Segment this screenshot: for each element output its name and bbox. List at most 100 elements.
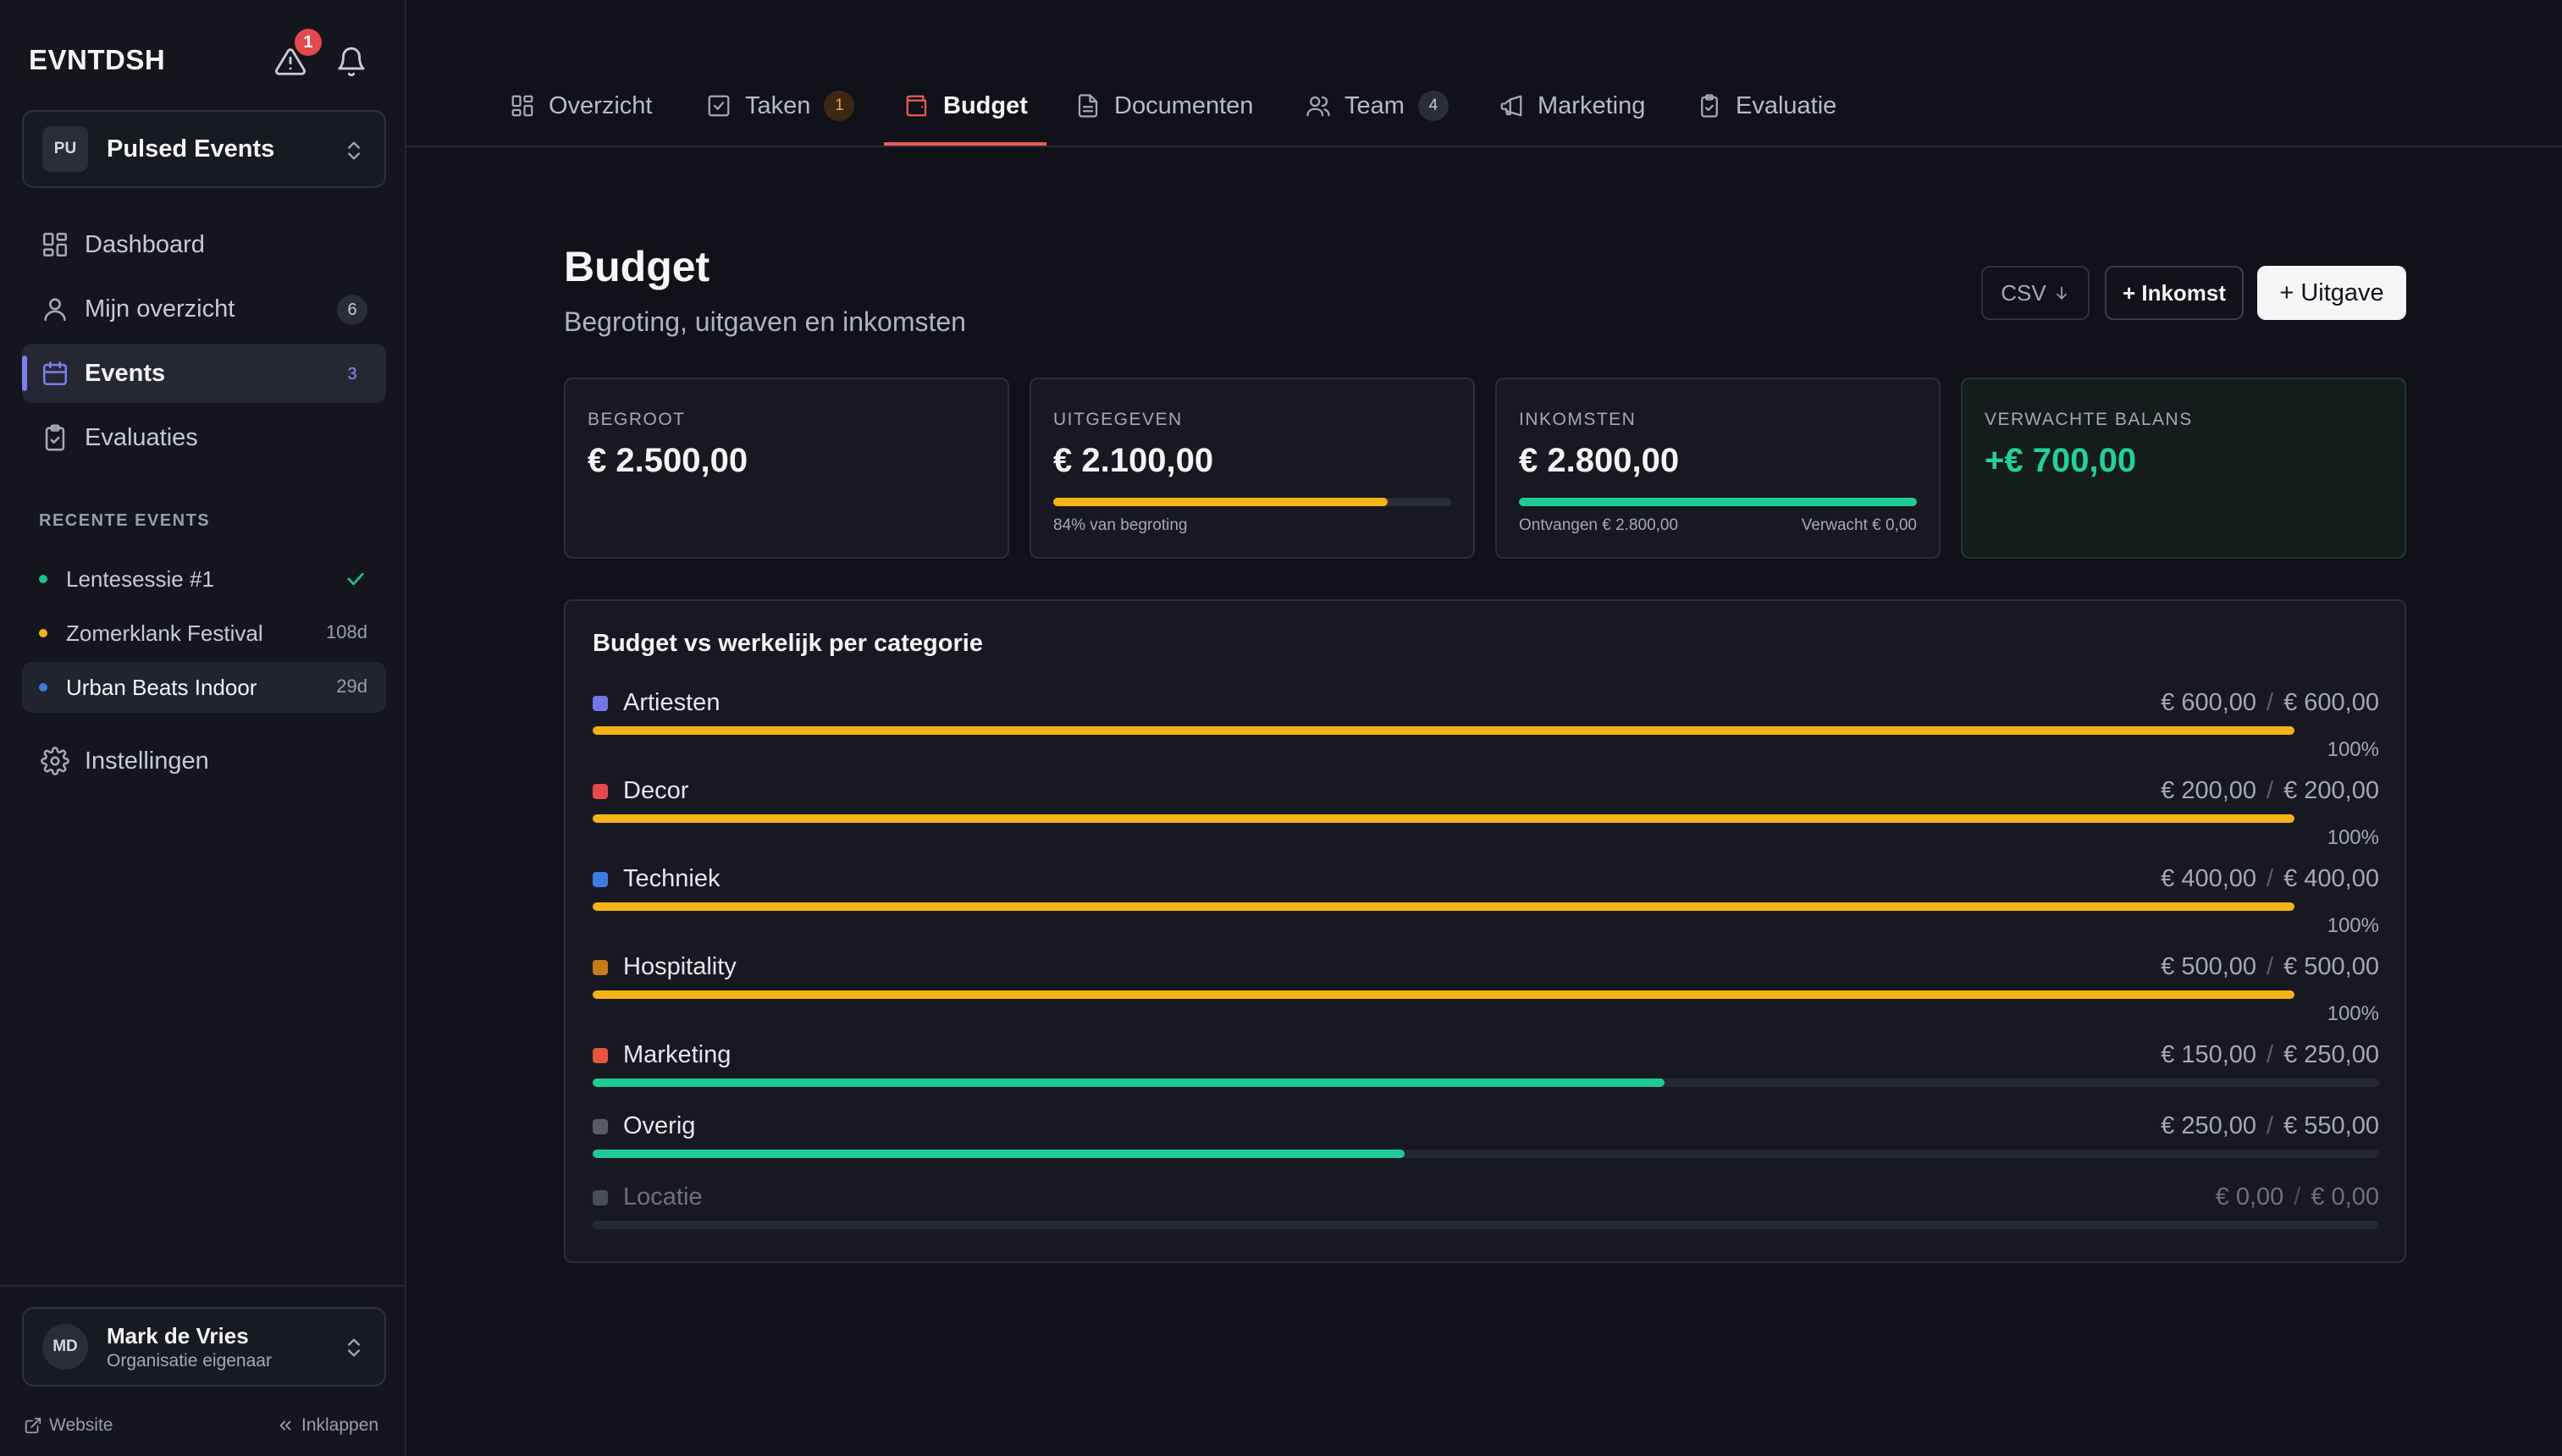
- megaphone-icon: [1500, 95, 1522, 117]
- category-percentage: 100%: [2327, 738, 2379, 761]
- clipboard-check-icon: [41, 423, 69, 452]
- chevrons-up-down-icon: [342, 137, 366, 164]
- user-icon: [41, 295, 69, 323]
- sidebar-item-my-overview[interactable]: Mijn overzicht 6: [22, 279, 386, 339]
- tab-evaluatie[interactable]: Evaluatie: [1697, 81, 1836, 130]
- bell-icon[interactable]: [335, 46, 367, 78]
- tab-label: Taken: [745, 91, 811, 119]
- csv-label: CSV: [2001, 279, 2046, 306]
- tab-budget[interactable]: Budget: [904, 81, 1028, 130]
- sidebar-item-settings[interactable]: Instellingen: [22, 731, 386, 791]
- recent-event-item[interactable]: Urban Beats Indoor 29d: [22, 662, 386, 713]
- collapse-label: Inklappen: [301, 1415, 379, 1435]
- category-name: Hospitality: [593, 953, 737, 981]
- stat-card-budgeted: BEGROOT € 2.500,00: [564, 378, 1009, 559]
- sidebar-item-dashboard[interactable]: Dashboard: [22, 215, 386, 274]
- category-color-dot: [593, 783, 608, 799]
- days-remaining: 108d: [326, 621, 367, 643]
- tab-label: Documenten: [1114, 91, 1254, 119]
- sidebar: EVNTDSH 1 PU Pulsed Events Dashboard Mij…: [0, 0, 406, 1456]
- category-progress-track: [593, 1221, 2379, 1229]
- category-amounts: € 400,00 / € 400,00: [2161, 865, 2379, 893]
- check-icon: [344, 567, 367, 591]
- sidebar-item-events[interactable]: Events 3: [22, 344, 386, 403]
- stat-value: € 2.100,00: [1053, 442, 1214, 479]
- category-progress-fill: [593, 1150, 1405, 1158]
- sidebar-item-label: Evaluaties: [85, 423, 198, 451]
- stat-label: BEGROOT: [588, 410, 686, 429]
- org-switcher[interactable]: PU Pulsed Events: [22, 110, 386, 188]
- stat-label: INKOMSTEN: [1519, 410, 1637, 429]
- panel-title: Budget vs werkelijk per categorie: [593, 630, 983, 657]
- arrow-down-icon: [2056, 286, 2067, 300]
- category-percentage: 100%: [2327, 826, 2379, 849]
- user-switcher[interactable]: MD Mark de Vries Organisatie eigenaar: [22, 1307, 386, 1387]
- tab-label: Evaluatie: [1736, 91, 1837, 119]
- divider: [0, 1285, 405, 1287]
- tab-count-badge: 1: [824, 91, 855, 121]
- overview-count-badge: 6: [337, 295, 367, 325]
- actual-amount: € 150,00: [2161, 1041, 2257, 1068]
- tab-label: Team: [1344, 91, 1405, 119]
- separator: /: [2267, 1112, 2274, 1139]
- recent-event-item[interactable]: Zomerklank Festival 108d: [22, 608, 386, 659]
- sidebar-item-label: Instellingen: [85, 747, 209, 775]
- add-income-button[interactable]: + Inkomst: [2105, 266, 2244, 320]
- category-progress-fill: [593, 814, 2294, 823]
- spent-progress-fill: [1053, 498, 1388, 506]
- check-square-icon: [708, 95, 730, 117]
- export-csv-button[interactable]: CSV: [1981, 266, 2090, 320]
- tab-count-badge: 4: [1417, 91, 1449, 121]
- category-name: Locatie: [593, 1183, 703, 1211]
- stat-value: € 2.500,00: [588, 442, 748, 479]
- add-expense-button[interactable]: + Uitgave: [2257, 266, 2406, 320]
- category-progress-track: [593, 814, 2294, 823]
- category-row: Overig € 250,00 / € 550,00: [593, 1112, 2379, 1189]
- budget-amount: € 500,00: [2283, 953, 2379, 980]
- org-name: Pulsed Events: [107, 135, 275, 163]
- website-link[interactable]: Website: [24, 1415, 113, 1436]
- alert-triangle-icon[interactable]: [274, 46, 306, 78]
- wallet-icon: [906, 95, 927, 117]
- category-label: Locatie: [623, 1183, 703, 1211]
- chevrons-left-icon: [279, 1420, 291, 1431]
- separator: /: [2267, 953, 2274, 980]
- tab-label: Marketing: [1538, 91, 1646, 119]
- collapse-sidebar-button[interactable]: Inklappen: [276, 1415, 378, 1436]
- stat-card-income: INKOMSTEN € 2.800,00 Ontvangen € 2.800,0…: [1495, 378, 1941, 559]
- days-remaining: 29d: [336, 676, 367, 697]
- category-label: Marketing: [623, 1041, 732, 1068]
- stat-card-balance: VERWACHTE BALANS +€ 700,00: [1961, 378, 2406, 559]
- category-row: Decor € 200,00 / € 200,00 100%: [593, 777, 2379, 853]
- stat-label: UITGEGEVEN: [1053, 410, 1183, 429]
- status-dot: [39, 629, 47, 637]
- tab-documenten[interactable]: Documenten: [1075, 81, 1253, 130]
- sidebar-item-evaluations[interactable]: Evaluaties: [22, 408, 386, 467]
- tab-taken[interactable]: Taken 1: [706, 81, 855, 130]
- tab-marketing[interactable]: Marketing: [1499, 81, 1645, 130]
- tab-overzicht[interactable]: Overzicht: [510, 81, 652, 130]
- category-label: Techniek: [623, 865, 721, 892]
- category-label: Decor: [623, 777, 689, 804]
- stat-card-spent: UITGEGEVEN € 2.100,00 84% van begroting: [1030, 378, 1475, 559]
- gear-icon: [41, 747, 69, 775]
- sidebar-item-label: Mijn overzicht: [85, 295, 235, 323]
- page-subtitle: Begroting, uitgaven en inkomsten: [564, 306, 966, 337]
- category-progress-track: [593, 990, 2294, 999]
- tab-team[interactable]: Team 4: [1306, 81, 1449, 130]
- category-progress-track: [593, 902, 2294, 911]
- category-name: Marketing: [593, 1041, 731, 1069]
- recent-event-item[interactable]: Lentesessie #1: [22, 554, 386, 604]
- category-name: Techniek: [593, 865, 720, 893]
- category-label: Artiesten: [623, 689, 721, 716]
- budget-amount: € 0,00: [2311, 1183, 2379, 1211]
- spent-progress-track: [1053, 498, 1451, 506]
- category-color-dot: [593, 871, 608, 887]
- category-color-dot: [593, 959, 608, 975]
- budget-category-panel: Budget vs werkelijk per categorie Arties…: [564, 599, 2406, 1263]
- category-amounts: € 200,00 / € 200,00: [2161, 777, 2379, 805]
- income-expected: Verwacht € 0,00: [1801, 516, 1917, 534]
- category-percentage: 100%: [2327, 1002, 2379, 1025]
- clipboard-check-icon: [1701, 94, 1718, 118]
- category-progress-track: [593, 1078, 2379, 1087]
